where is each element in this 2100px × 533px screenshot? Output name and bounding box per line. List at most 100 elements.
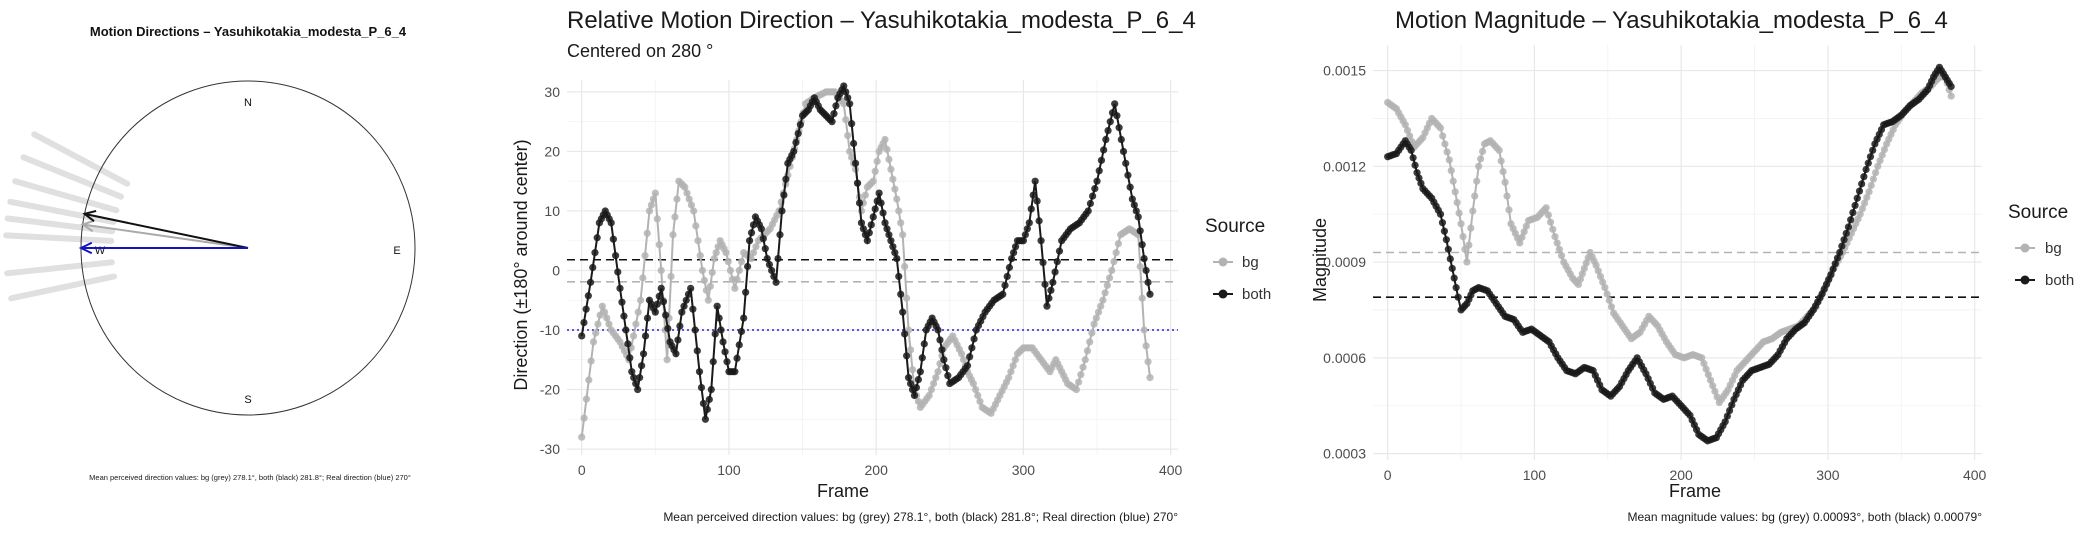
data-point-both [719,338,727,346]
data-point-bg [1081,356,1089,364]
direction-legend-label-bg: bg [1242,254,1259,271]
data-point-both [1106,118,1114,126]
data-point-both [794,129,802,138]
data-point-bg [673,195,681,203]
data-point-bg [698,266,707,275]
data-point-bg [1876,157,1884,165]
data-point-both [655,292,663,300]
data-point-both [607,219,615,227]
data-point-bg [1075,378,1083,386]
data-point-both [999,290,1007,298]
compass-bg-ray [4,259,115,277]
series-line-bg [1387,75,1953,405]
data-point-both [707,385,715,394]
data-point-bg [578,433,586,441]
data-point-both [765,260,774,269]
data-point-bg [1700,359,1708,368]
data-point-bg [930,379,938,388]
data-point-bg [1007,368,1015,376]
data-point-bg [959,356,968,364]
magnitude-legend-title: Source [2008,202,2068,223]
data-point-both [653,300,661,308]
data-point-bg [1522,222,1530,230]
series-line-both [1387,65,1953,442]
data-point-both [774,254,782,263]
data-point-bg [897,219,905,227]
data-point-both [1833,254,1842,262]
data-point-bg [685,195,693,203]
data-point-bg [1553,239,1561,247]
magnitude-legend-label-both: both [2045,272,2074,289]
data-point-bg [1555,245,1563,253]
data-point-both [1436,210,1445,218]
data-point-both [659,298,668,306]
data-point-bg [696,251,704,260]
data-point-both [703,405,711,413]
data-point-both [1144,278,1152,286]
data-point-both [942,364,950,372]
data-point-both [850,139,858,148]
data-point-bg [1475,162,1483,170]
data-point-both [871,205,879,213]
data-point-bg [1702,365,1710,373]
data-point-both [1043,302,1051,310]
data-point-bg [605,320,613,328]
data-point-both [1855,187,1864,195]
data-point-bg [1709,382,1717,390]
data-point-bg [1542,204,1550,212]
data-point-both [1023,225,1031,233]
x-tick-label: 0 [1384,467,1392,483]
compass-arrow-both-head [82,209,97,222]
data-point-both [1836,248,1844,257]
data-point-both [747,229,756,237]
data-point-bg [889,175,897,183]
data-point-bg [1874,162,1882,170]
data-point-both [1117,135,1125,144]
data-point-both [1011,243,1020,251]
magnitude-title: Motion Magnitude – Yasuhikotakia_modesta… [1395,7,1948,34]
data-point-both [1454,293,1462,301]
data-point-bg [1451,188,1459,196]
compass-bg-ray [4,215,116,235]
data-point-both [676,322,684,330]
data-point-bg [842,116,850,124]
magnitude-legend-label-bg: bg [2045,240,2062,257]
data-point-both [842,88,850,96]
compass-arrow-bg-shaft [82,223,249,249]
y-tick-label: 0.0009 [1323,254,1366,270]
data-point-bg [1865,188,1873,196]
data-point-bg [869,177,877,185]
data-point-both [1089,192,1097,200]
data-point-bg [1557,252,1566,260]
data-point-both [920,340,928,348]
data-point-both [901,330,909,338]
data-point-both [709,358,717,366]
data-point-both [1851,201,1859,210]
x-tick-label: 300 [1816,467,1840,483]
data-point-bg [1467,224,1475,232]
data-point-bg [971,385,980,394]
data-point-both [970,335,978,343]
data-point-bg [671,213,679,221]
data-point-both [903,352,911,360]
data-point-bg [1114,240,1122,248]
data-point-bg [1706,376,1715,384]
data-point-both [1853,194,1861,202]
data-point-both [664,324,672,333]
data-point-bg [1601,284,1609,292]
data-point-bg [683,189,691,197]
y-tick-label: 20 [544,143,560,159]
data-point-bg [724,257,732,266]
compass-bg-rays [3,131,131,302]
data-point-bg [585,376,593,384]
data-point-bg [903,294,911,302]
data-point-bg [1403,126,1412,134]
data-point-both [1128,195,1136,203]
magnitude-series [1384,63,1955,445]
data-point-bg [1138,294,1146,302]
compass-arrow-both-shaft [84,212,249,249]
data-point-both [918,354,926,362]
data-point-bg [1520,228,1528,236]
data-point-bg [594,320,602,328]
data-point-both [699,399,708,408]
